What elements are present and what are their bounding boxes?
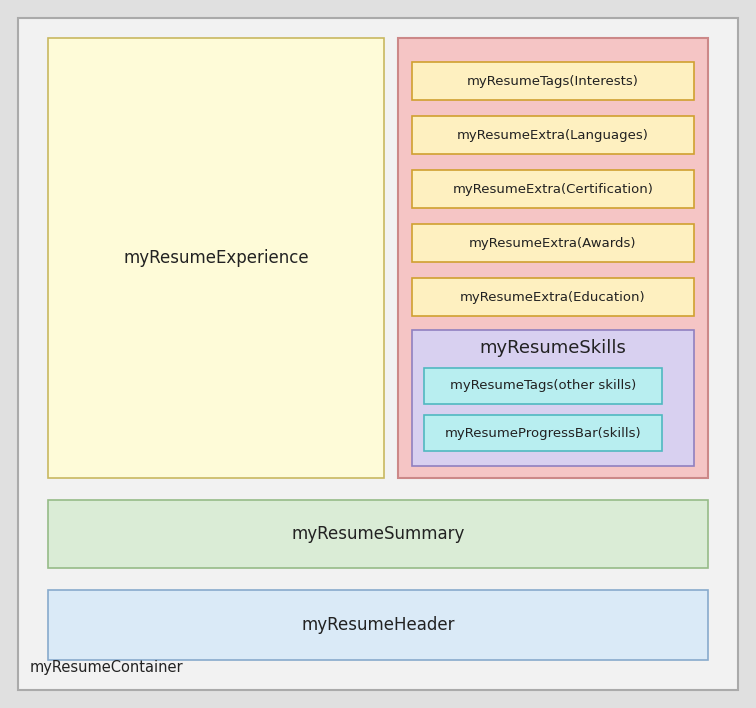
- FancyBboxPatch shape: [412, 170, 694, 208]
- FancyBboxPatch shape: [412, 330, 694, 466]
- FancyBboxPatch shape: [424, 368, 662, 404]
- Text: myResumeExtra(Education): myResumeExtra(Education): [460, 290, 646, 304]
- Text: myResumeHeader: myResumeHeader: [301, 616, 455, 634]
- Text: myResumeExtra(Awards): myResumeExtra(Awards): [469, 236, 637, 249]
- Text: myResumeExtra(Certification): myResumeExtra(Certification): [453, 183, 653, 195]
- FancyBboxPatch shape: [412, 224, 694, 262]
- FancyBboxPatch shape: [412, 278, 694, 316]
- FancyBboxPatch shape: [412, 62, 694, 100]
- Text: myResumeTags(Interests): myResumeTags(Interests): [467, 74, 639, 88]
- FancyBboxPatch shape: [48, 38, 384, 478]
- FancyBboxPatch shape: [48, 590, 708, 660]
- Text: myResumeTags(other skills): myResumeTags(other skills): [450, 379, 636, 392]
- FancyBboxPatch shape: [48, 500, 708, 568]
- FancyBboxPatch shape: [424, 415, 662, 451]
- Text: myResumeExperience: myResumeExperience: [123, 249, 308, 267]
- Text: myResumeSummary: myResumeSummary: [291, 525, 465, 543]
- FancyBboxPatch shape: [412, 116, 694, 154]
- Text: myResumeContainer: myResumeContainer: [30, 660, 184, 675]
- Text: myResumeExtra(Languages): myResumeExtra(Languages): [457, 128, 649, 142]
- FancyBboxPatch shape: [18, 18, 738, 690]
- FancyBboxPatch shape: [398, 38, 708, 478]
- Text: myResumeProgressBar(skills): myResumeProgressBar(skills): [445, 426, 641, 440]
- Text: myResumeSkills: myResumeSkills: [479, 339, 627, 357]
